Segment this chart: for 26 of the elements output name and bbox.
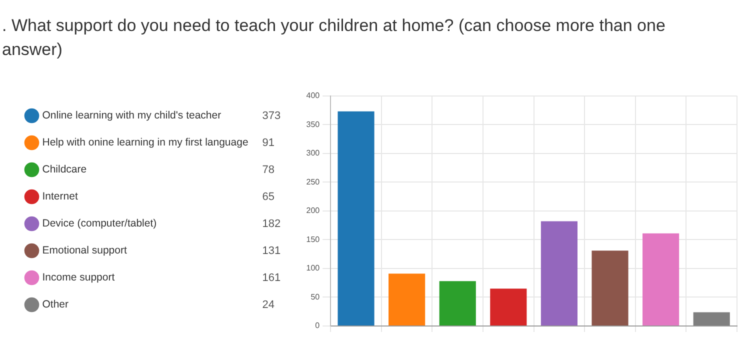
y-tick-label: 400: [306, 91, 320, 100]
text: 161: [262, 272, 281, 284]
text: 24: [262, 298, 275, 311]
legend-label: Help with onine learning in my first language: [42, 136, 248, 149]
y-tick-label: 250: [306, 177, 320, 186]
text: 78: [262, 164, 275, 176]
legend-label: Emotional support: [42, 244, 127, 257]
y-tick-label: 300: [306, 148, 320, 158]
legend-label: Device (computer/tablet): [42, 218, 157, 230]
text: 131: [262, 244, 281, 257]
y-tick-label: 0: [315, 321, 320, 330]
legend-label: Income support: [42, 272, 115, 284]
y-tick-label: 100: [306, 264, 320, 273]
text: 91: [262, 136, 275, 149]
legend-label: Internet: [42, 190, 78, 203]
text: 182: [262, 218, 281, 230]
y-tick-label: 200: [306, 206, 320, 216]
legend-label: Online learning with my child's teacher: [42, 110, 222, 122]
y-tick-label: 150: [306, 234, 320, 244]
legend-label: Other: [42, 298, 70, 311]
chart-title: . What support do you need to teach your children at home? (can choose more than one answer): [1, 15, 666, 61]
y-tick-label: 350: [306, 120, 320, 129]
legend-label: Childcare: [42, 164, 87, 176]
text: 373: [262, 110, 281, 122]
text: 65: [262, 190, 275, 203]
y-tick-label: 50: [310, 292, 320, 302]
